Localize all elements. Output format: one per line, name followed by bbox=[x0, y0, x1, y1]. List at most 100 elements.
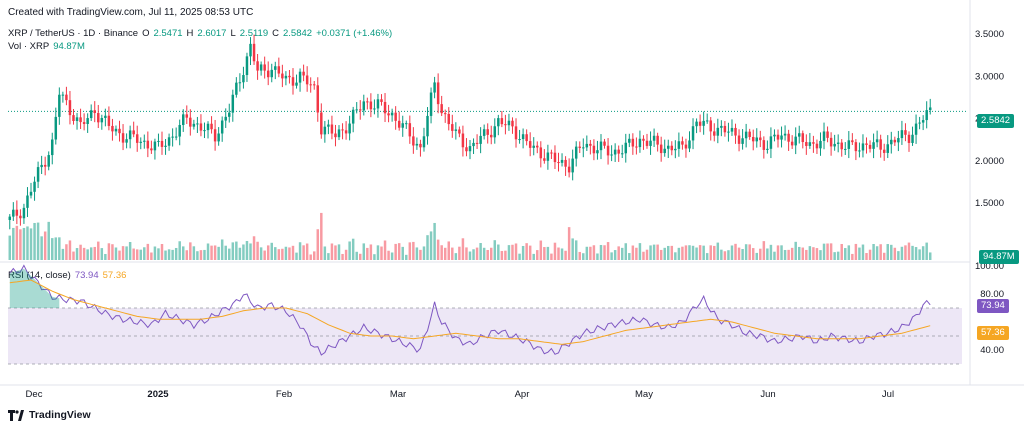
rsi-line bbox=[9, 264, 931, 356]
candle-body bbox=[610, 154, 613, 156]
candle-body bbox=[217, 133, 220, 142]
candle-body bbox=[539, 147, 543, 159]
candle-body bbox=[617, 149, 620, 154]
rsi-label[interactable]: RSI (14, close) bbox=[8, 270, 71, 281]
volume-label[interactable]: Vol · XRP bbox=[8, 41, 50, 52]
volume-bar bbox=[429, 231, 433, 260]
volume-bar bbox=[397, 243, 401, 260]
volume-bar bbox=[670, 245, 674, 260]
volume-bar bbox=[847, 245, 851, 260]
candle-body bbox=[451, 124, 454, 131]
volume-bar bbox=[305, 243, 309, 260]
volume-bar bbox=[812, 247, 815, 260]
volume-bar bbox=[815, 248, 819, 260]
candle-body bbox=[875, 139, 879, 143]
volume-bar bbox=[596, 253, 599, 260]
candle-body bbox=[868, 144, 872, 149]
volume-bar bbox=[571, 238, 574, 260]
candle-body bbox=[836, 142, 840, 144]
volume-bar bbox=[174, 247, 178, 260]
volume-bar bbox=[72, 251, 75, 260]
candle-body bbox=[528, 141, 532, 148]
price-axis-tick: 3.0000 bbox=[975, 71, 1004, 82]
high-label: H bbox=[186, 28, 194, 39]
candle-body bbox=[408, 123, 412, 137]
volume-bar bbox=[599, 244, 603, 260]
candle-body bbox=[599, 141, 603, 151]
candle-body bbox=[840, 142, 843, 150]
volume-bar bbox=[610, 252, 613, 260]
candle-body bbox=[525, 134, 528, 142]
rsi-axis-tick: 80.00 bbox=[980, 289, 1004, 300]
candle-body bbox=[723, 125, 727, 133]
candle-body bbox=[801, 133, 805, 143]
volume-bar bbox=[256, 241, 259, 260]
volume-bar bbox=[798, 246, 801, 260]
candle-body bbox=[776, 134, 780, 140]
volume-bar bbox=[362, 243, 366, 260]
volume-bar bbox=[380, 246, 383, 260]
candle-body bbox=[897, 138, 900, 143]
candle-body bbox=[266, 70, 270, 78]
volume-bar bbox=[564, 250, 567, 260]
candle-body bbox=[412, 136, 415, 146]
volume-bar bbox=[822, 243, 826, 260]
volume-bar bbox=[858, 247, 861, 260]
candle-body bbox=[436, 82, 440, 105]
volume-bar bbox=[217, 246, 220, 260]
candle-body bbox=[812, 142, 815, 144]
volume-bar bbox=[532, 253, 535, 260]
candle-body bbox=[203, 130, 206, 132]
volume-bar bbox=[766, 248, 769, 260]
volume-bar bbox=[51, 238, 54, 260]
tradingview-branding[interactable]: TradingView bbox=[8, 409, 91, 421]
symbol-label[interactable]: XRP / TetherUS · 1D · Binance bbox=[8, 28, 139, 39]
volume-bar bbox=[582, 253, 585, 260]
candle-body bbox=[383, 101, 387, 114]
candle-body bbox=[624, 142, 628, 154]
volume-bar bbox=[773, 251, 776, 260]
candle-body bbox=[532, 145, 535, 148]
candle-body bbox=[667, 145, 670, 149]
candle-body bbox=[759, 137, 762, 141]
time-axis-tick: Jun bbox=[760, 389, 775, 400]
candle-body bbox=[695, 121, 698, 127]
volume-bar bbox=[348, 241, 351, 260]
candle-body bbox=[755, 137, 758, 142]
candle-body bbox=[819, 140, 822, 149]
candle-body bbox=[288, 75, 291, 78]
volume-bar bbox=[107, 243, 111, 260]
volume-bar bbox=[762, 241, 766, 260]
volume-bar bbox=[220, 239, 224, 260]
candle-body bbox=[189, 117, 192, 127]
candle-body bbox=[22, 207, 26, 219]
candle-body bbox=[47, 155, 50, 167]
candle-body bbox=[390, 112, 394, 116]
volume-bar bbox=[185, 250, 189, 260]
candle-body bbox=[348, 123, 351, 134]
volume-bar bbox=[893, 247, 897, 260]
volume-bar bbox=[713, 245, 716, 260]
volume-bar bbox=[323, 246, 327, 260]
chart-created-caption: Created with TradingView.com, Jul 11, 20… bbox=[8, 7, 254, 18]
candle-body bbox=[185, 114, 189, 118]
candle-body bbox=[192, 123, 196, 127]
candle-body bbox=[394, 112, 397, 121]
volume-bar bbox=[759, 248, 762, 260]
volume-bar bbox=[270, 242, 273, 260]
volume-bar bbox=[897, 251, 900, 260]
candle-body bbox=[829, 137, 833, 147]
close-label: C bbox=[272, 28, 279, 39]
candle-body bbox=[376, 99, 380, 109]
volume-bar bbox=[705, 253, 709, 260]
candle-body bbox=[762, 140, 766, 150]
candle-body bbox=[702, 120, 705, 126]
candle-body bbox=[238, 82, 242, 84]
volume-bar bbox=[288, 247, 291, 260]
candle-body bbox=[61, 94, 65, 96]
volume-bar bbox=[341, 253, 344, 260]
volume-bar bbox=[160, 244, 164, 260]
volume-value: 94.87M bbox=[53, 41, 85, 52]
candle-body bbox=[507, 120, 511, 126]
